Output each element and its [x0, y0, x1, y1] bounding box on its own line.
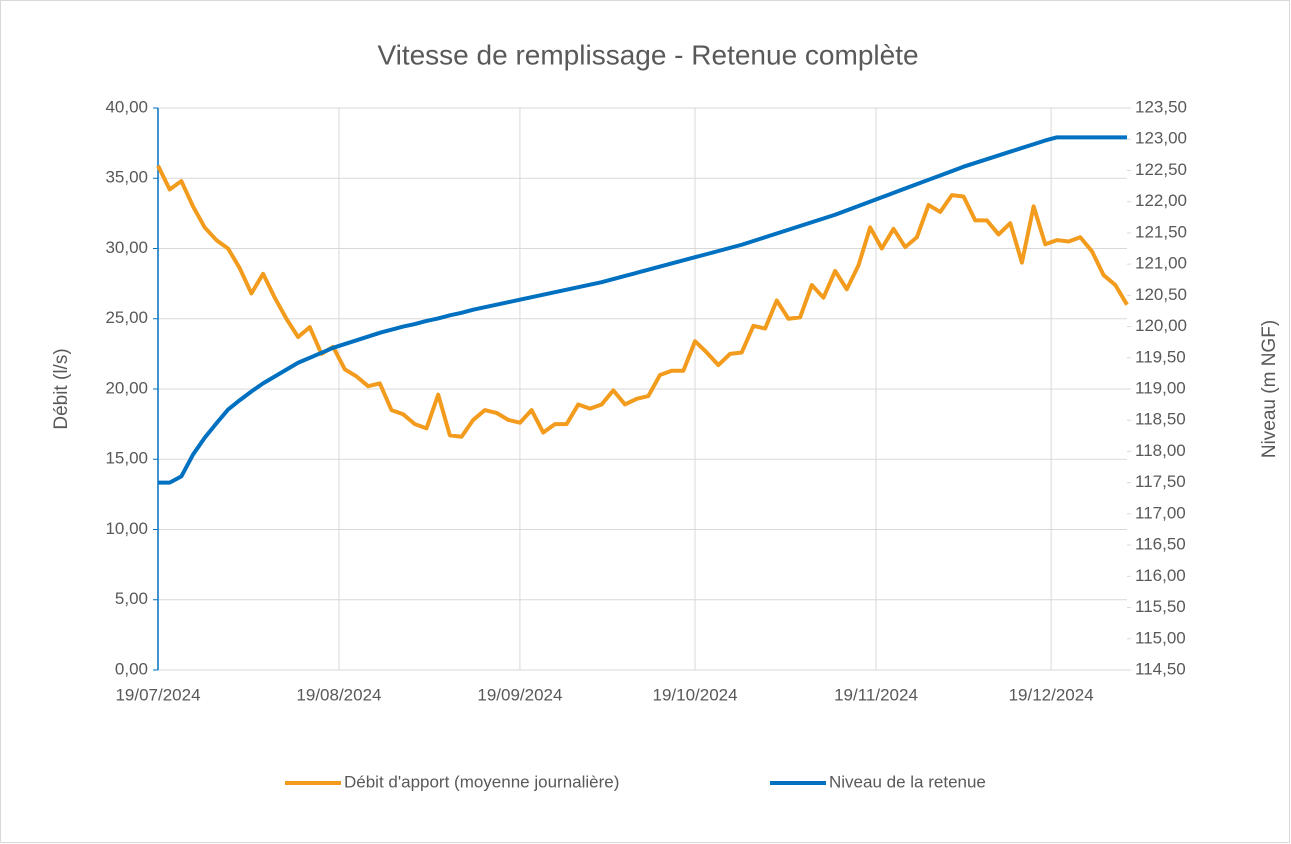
legend-label: Niveau de la retenue: [829, 772, 986, 791]
y-tick-label: 20,00: [105, 378, 148, 397]
y2-tick-label: 119,50: [1135, 347, 1186, 366]
y2-tick-label: 122,50: [1135, 160, 1187, 179]
y2-tick-label: 119,00: [1135, 378, 1186, 397]
y2-tick-label: 114,50: [1135, 659, 1186, 678]
y-tick-label: 0,00: [115, 659, 148, 678]
y2-tick-label: 123,50: [1135, 97, 1187, 116]
y-tick-label: 5,00: [115, 589, 148, 608]
y2-tick-label: 118,00: [1135, 441, 1186, 460]
y2-tick-label: 120,00: [1135, 316, 1187, 335]
series-line: [158, 135, 1127, 485]
chart-title: Vitesse de remplissage - Retenue complèt…: [377, 39, 918, 70]
y2-tick-label: 115,00: [1135, 628, 1186, 647]
y2-tick-label: 117,00: [1135, 503, 1186, 522]
y2-tick-label: 118,50: [1135, 410, 1186, 429]
y2-tick-label: 116,50: [1135, 535, 1186, 554]
y-tick-label: 25,00: [105, 308, 148, 327]
y-tick-label: 40,00: [105, 97, 148, 116]
y2-tick-label: 123,00: [1135, 129, 1187, 148]
y2-tick-label: 115,50: [1135, 597, 1186, 616]
x-tick-label: 19/09/2024: [477, 685, 562, 704]
y-axis-title: Débit (l/s): [51, 348, 72, 429]
y-tick-label: 35,00: [105, 168, 148, 187]
y-tick-label: 15,00: [105, 449, 148, 468]
y2-tick-label: 121,50: [1135, 222, 1187, 241]
x-tick-label: 19/07/2024: [115, 685, 200, 704]
y2-axis-title: Niveau (m NGF): [1259, 320, 1280, 458]
x-tick-label: 19/11/2024: [834, 685, 918, 704]
x-tick-label: 19/10/2024: [652, 685, 737, 704]
y2-tick-label: 120,50: [1135, 285, 1187, 304]
x-tick-label: 19/12/2024: [1009, 685, 1094, 704]
series-line: [156, 164, 1129, 439]
legend-label: Débit d'apport (moyenne journalière): [344, 772, 619, 791]
y2-tick-label: 116,00: [1135, 566, 1186, 585]
y2-tick-label: 121,00: [1135, 254, 1187, 273]
x-tick-label: 19/08/2024: [296, 685, 381, 704]
y-tick-label: 30,00: [105, 238, 148, 257]
y2-tick-label: 117,50: [1135, 472, 1186, 491]
y2-tick-label: 122,00: [1135, 191, 1187, 210]
y-tick-label: 10,00: [105, 519, 148, 538]
